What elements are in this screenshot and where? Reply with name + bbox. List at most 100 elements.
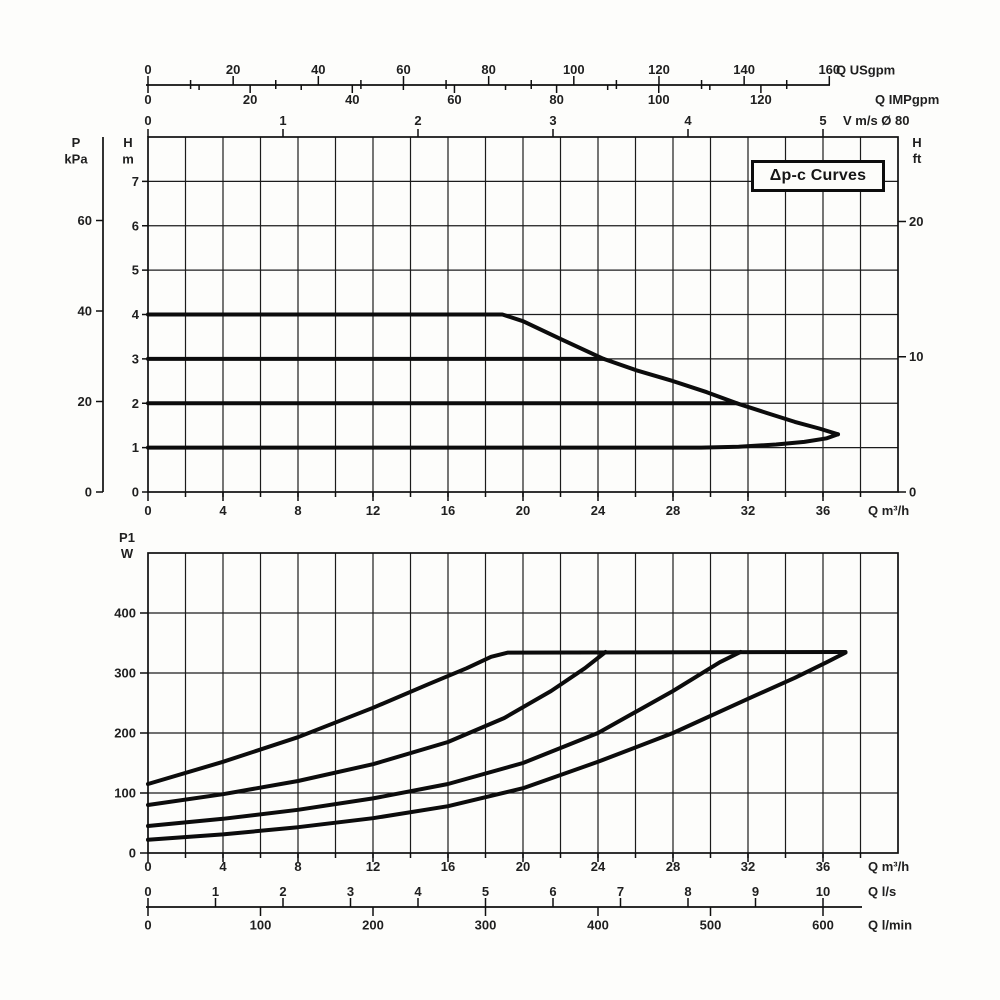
flow-usgpm-tick-label: 60 [396,62,410,77]
flow-m3h-tick-label: 24 [591,859,606,874]
flow-usgpm-tick-label: 40 [311,62,325,77]
flow-m3h-tick-label: 16 [441,859,455,874]
flow-ls-tick-label: 10 [816,884,830,899]
flow-ls-tick-label: 3 [347,884,354,899]
dp-c-curves-label-box: Δp-c Curves [751,160,885,192]
velocity-tick-label: 4 [684,113,692,128]
flow-m3h-axis-unit-label: Q m³/h [868,503,909,518]
head-flow-chart [146,136,899,493]
head-m-tick-label: 0 [132,485,139,500]
flow-m3h-tick-label: 8 [294,859,301,874]
kpa-axis-title: P [72,135,81,150]
flow-m3h-axis-unit-label: Q m³/h [868,859,909,874]
power-tick-label: 0 [129,846,136,861]
velocity-tick-label: 2 [414,113,421,128]
flow-lmin-tick-label: 200 [362,918,384,933]
flow-ls-tick-label: 5 [482,884,489,899]
flow-impgpm-tick-label: 20 [243,92,257,107]
flow-usgpm-tick-label: 100 [563,62,585,77]
head-m-tick-label: 3 [132,351,139,366]
flow-lmin-tick-label: 600 [812,918,834,933]
power-setpoint-2m [146,650,743,828]
flow-ls-tick-label: 2 [279,884,286,899]
flow-impgpm-tick-label: 0 [144,92,151,107]
flow-m3h-tick-label: 0 [144,503,151,518]
flow-impgpm-tick-label: 60 [447,92,461,107]
flow-m3h-tick-label: 20 [516,859,530,874]
head-m-tick-label: 2 [132,396,139,411]
flow-ls-tick-label: 0 [144,884,151,899]
flow-ls-tick-label: 9 [752,884,759,899]
kpa-tick-label: 40 [78,304,92,319]
flow-impgpm-tick-label: 40 [345,92,359,107]
flow-m3h-tick-label: 12 [366,859,380,874]
velocity-axis-unit-label: V m/s Ø 80 [843,113,909,128]
flow-usgpm-axis-unit-label: Q USgpm [836,63,895,78]
flow-usgpm-tick-label: 140 [733,62,755,77]
flow-usgpm-tick-label: 160 [818,62,840,77]
flow-lmin-tick-label: 100 [250,918,272,933]
power-flow-chart [146,552,899,854]
flow-m3h-tick-label: 16 [441,503,455,518]
flow-m3h-tick-label: 0 [144,859,151,874]
flow-ls-tick-label: 7 [617,884,624,899]
flow-m3h-tick-label: 32 [741,859,755,874]
head-ft-axis-title: ft [913,151,922,166]
head-ft-axis-title: H [912,135,921,150]
flow-lmin-tick-label: 400 [587,918,609,933]
head-setpoint-1m [146,432,840,450]
flow-ls-tick-label: 8 [684,884,691,899]
power-p1-axis-title: P1 [119,530,135,545]
flow-m3h-tick-label: 20 [516,503,530,518]
flow-m3h-tick-label: 12 [366,503,380,518]
flow-m3h-tick-label: 4 [219,859,227,874]
flow-m3h-tick-label: 28 [666,503,680,518]
head-m-tick-label: 7 [132,174,139,189]
flow-impgpm-axis-unit-label: Q IMPgpm [875,92,939,107]
flow-m3h-tick-label: 4 [219,503,227,518]
head-ft-tick-label: 20 [909,214,923,229]
flow-lmin-tick-label: 500 [700,918,722,933]
power-tick-label: 400 [114,606,136,621]
power-setpoint-4m [146,650,848,786]
head-m-tick-label: 5 [132,263,139,278]
kpa-axis-title: kPa [64,152,88,167]
head-ft-tick-label: 10 [909,349,923,364]
power-setpoint-3m [146,650,608,807]
flow-ls-tick-label: 6 [549,884,556,899]
flow-impgpm-tick-label: 80 [549,92,563,107]
power-tick-label: 300 [114,666,136,681]
flow-usgpm-tick-label: 80 [481,62,495,77]
flow-m3h-tick-label: 32 [741,503,755,518]
flow-usgpm-tick-label: 120 [648,62,670,77]
velocity-tick-label: 0 [144,113,151,128]
flow-ls-tick-label: 1 [212,884,219,899]
flow-m3h-tick-label: 36 [816,503,830,518]
flow-m3h-tick-label: 28 [666,859,680,874]
kpa-tick-label: 20 [78,394,92,409]
velocity-tick-label: 5 [819,113,826,128]
flow-lmin-tick-label: 300 [475,918,497,933]
power-p1-axis-title: W [121,546,134,561]
flow-usgpm-tick-label: 0 [144,62,151,77]
power-setpoint-1m [146,650,848,842]
flow-lmin-axis-unit-label: Q l/min [868,918,912,933]
kpa-tick-label: 60 [78,213,92,228]
head-ft-tick-label: 0 [909,485,916,500]
velocity-tick-label: 3 [549,113,556,128]
flow-usgpm-tick-label: 20 [226,62,240,77]
flow-m3h-tick-label: 8 [294,503,301,518]
head-m-tick-label: 1 [132,440,139,455]
head-setpoint-4m [146,312,840,437]
head-m-tick-label: 4 [132,307,140,322]
power-tick-label: 100 [114,786,136,801]
flow-ls-tick-label: 4 [414,884,422,899]
flow-impgpm-tick-label: 120 [750,92,772,107]
flow-ls-axis-unit-label: Q l/s [868,884,896,899]
flow-m3h-tick-label: 24 [591,503,606,518]
flow-impgpm-tick-label: 100 [648,92,670,107]
